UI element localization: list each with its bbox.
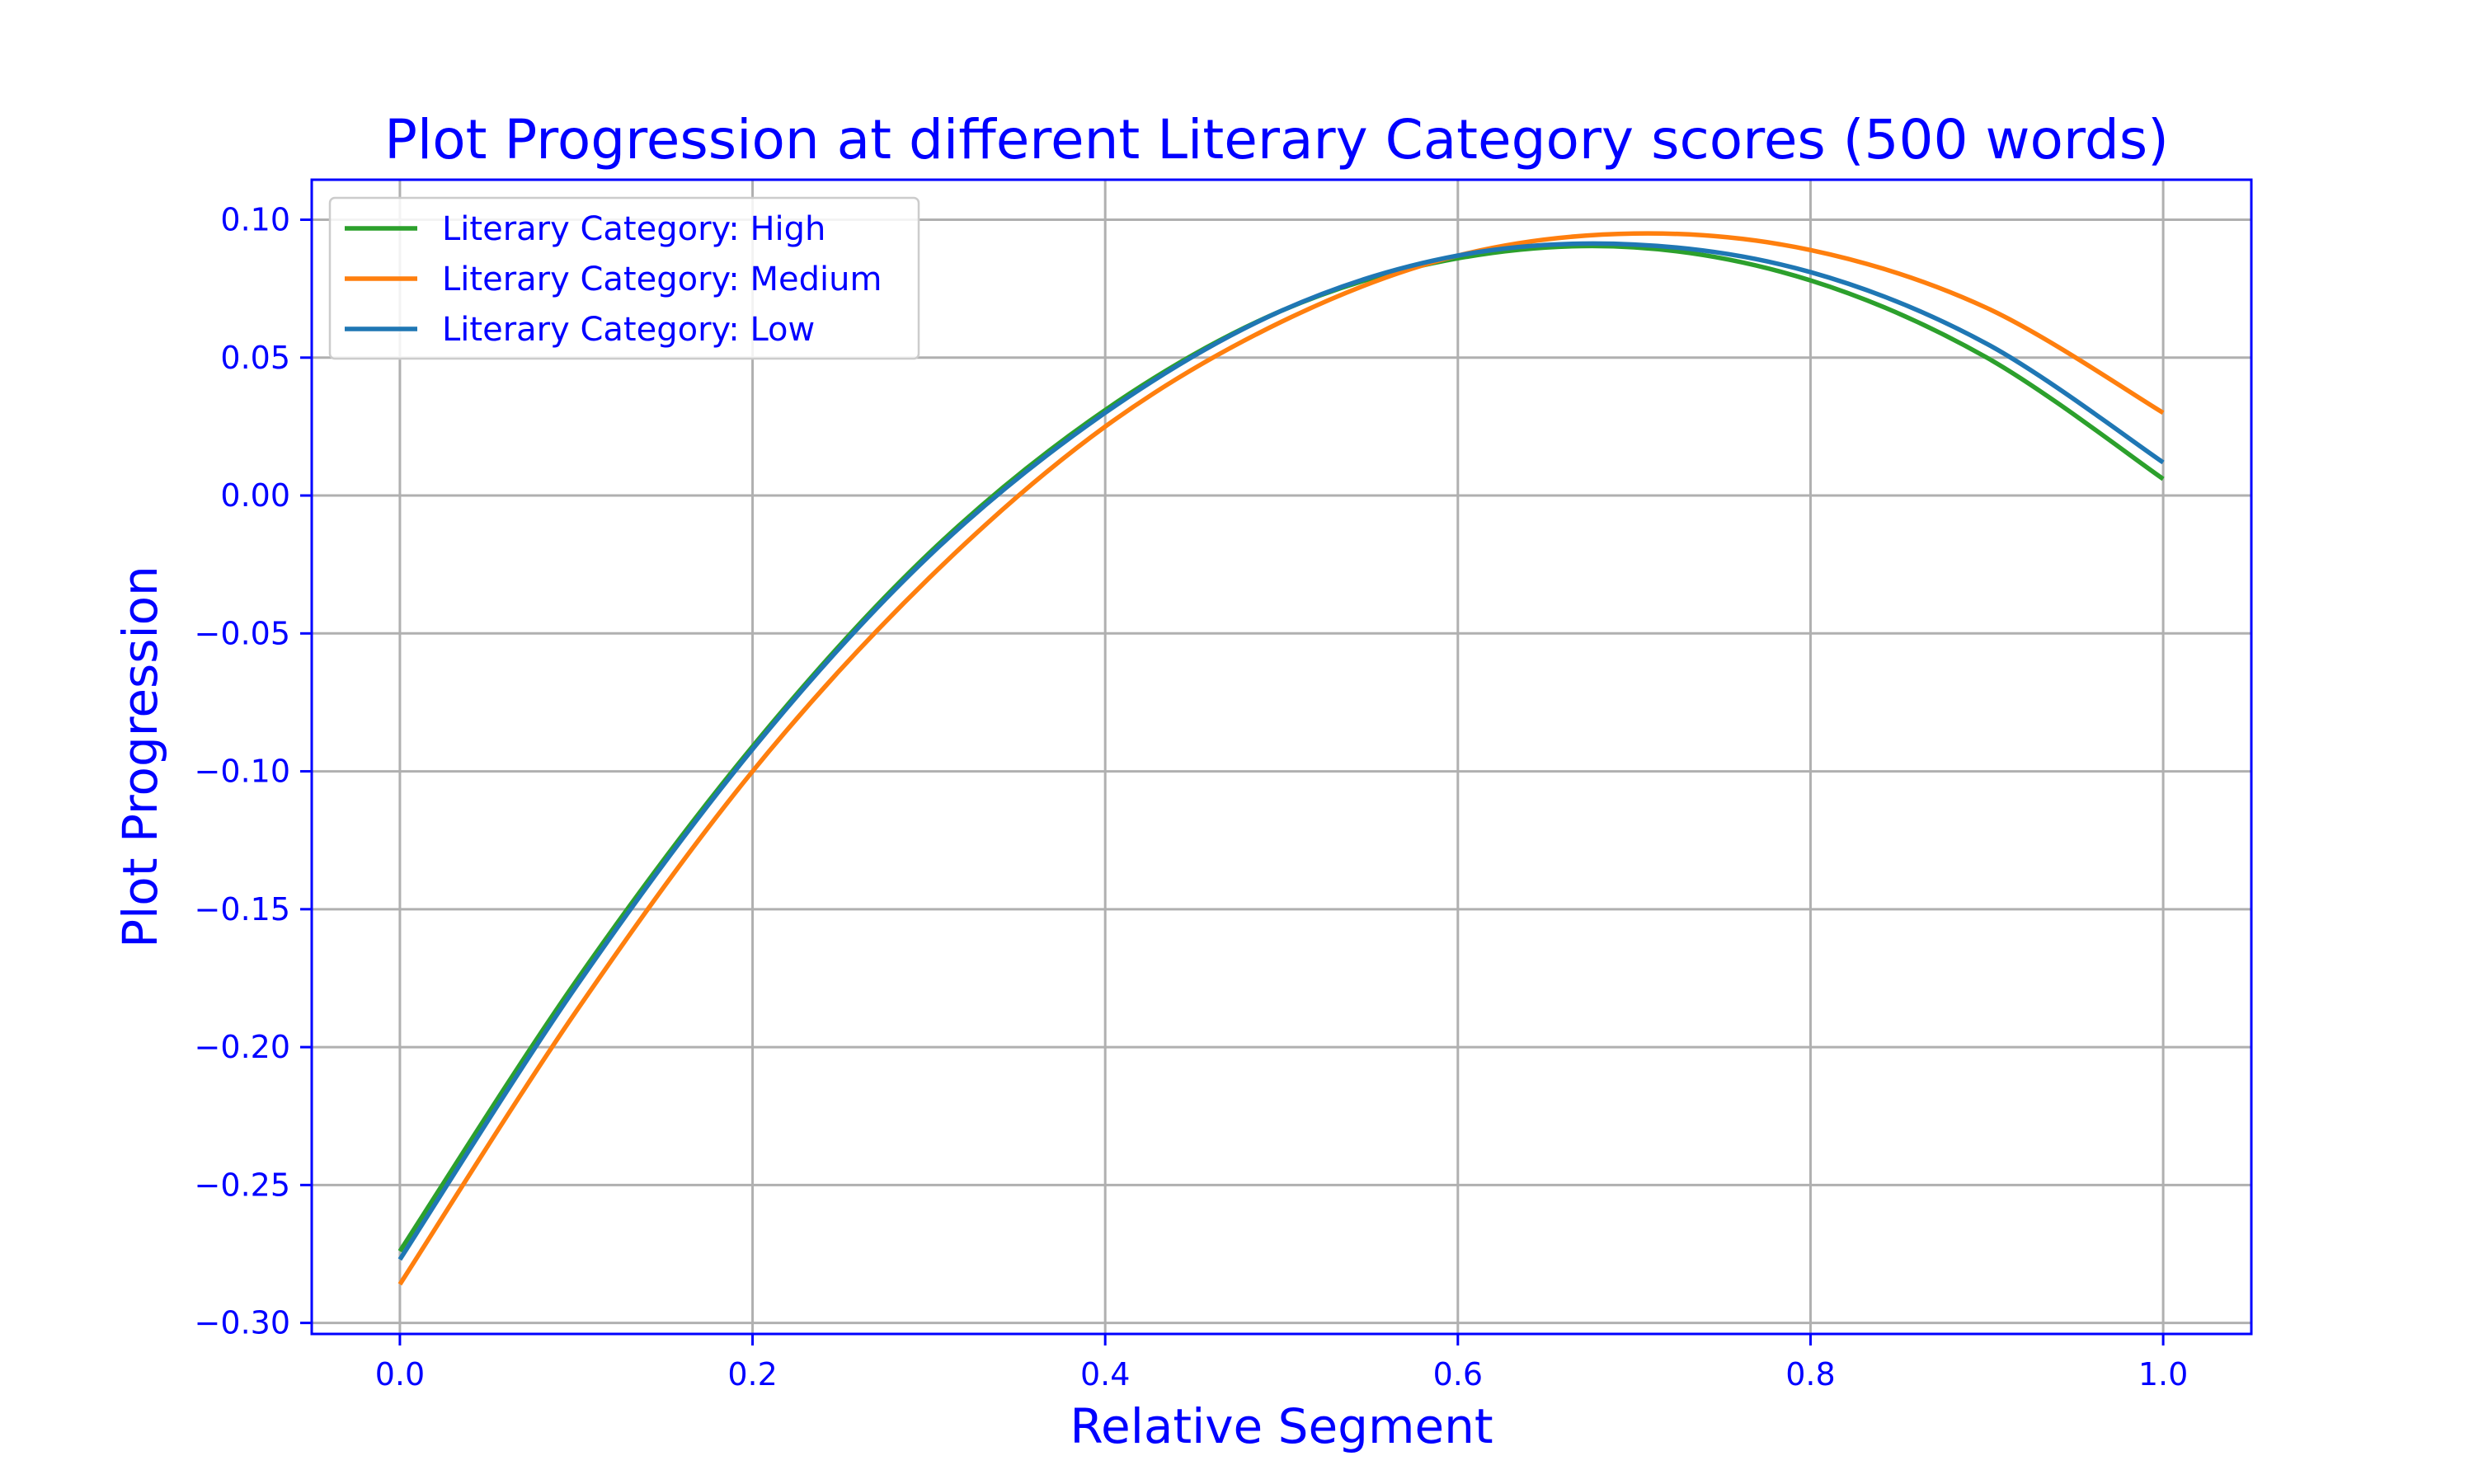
series-line-low	[397, 241, 2165, 1261]
x-tick-label: 0.6	[1433, 1356, 1483, 1392]
y-tick-label: 0.05	[220, 340, 290, 376]
y-tick-label: −0.10	[195, 754, 290, 790]
y-axis-ticks: 0.10 0.05 0.00 −0.05 −0.10 −0.15 −0.20 −0.25 −0.…	[195, 202, 312, 1341]
y-tick-label: −0.30	[195, 1305, 290, 1341]
grid	[312, 180, 2251, 1334]
y-tick-label: −0.05	[195, 615, 290, 651]
x-axis-ticks: 0.0 0.2 0.4 0.6 0.8 1.0	[375, 1334, 2188, 1392]
x-tick-label: 0.8	[1785, 1356, 1835, 1392]
plot-area-frame	[310, 178, 2253, 1336]
x-axis-label: Relative Segment	[1070, 1398, 1493, 1454]
legend: Literary Category: High Literary Category…	[328, 196, 920, 360]
chart-title: Plot Progression at different Literary C…	[384, 108, 2169, 171]
series-group	[397, 231, 2165, 1286]
x-tick-label: 1.0	[2138, 1356, 2188, 1392]
x-tick-label: 0.4	[1080, 1356, 1130, 1392]
x-tick-label: 0.2	[727, 1356, 777, 1392]
legend-label-low: Literary Category: Low	[442, 311, 815, 349]
y-tick-label: 0.10	[220, 202, 290, 238]
y-tick-label: −0.15	[195, 891, 290, 928]
y-axis-label: Plot Progression	[112, 566, 168, 948]
y-tick-label: −0.25	[195, 1167, 290, 1203]
legend-label-medium: Literary Category: Medium	[442, 261, 882, 298]
series-line-high	[397, 243, 2165, 1253]
legend-label-high: Literary Category: High	[442, 210, 825, 248]
series-line-medium	[397, 231, 2165, 1286]
y-tick-label: 0.00	[220, 477, 290, 514]
x-tick-label: 0.0	[375, 1356, 425, 1392]
y-tick-label: −0.20	[195, 1029, 290, 1065]
legend-box	[328, 196, 920, 360]
